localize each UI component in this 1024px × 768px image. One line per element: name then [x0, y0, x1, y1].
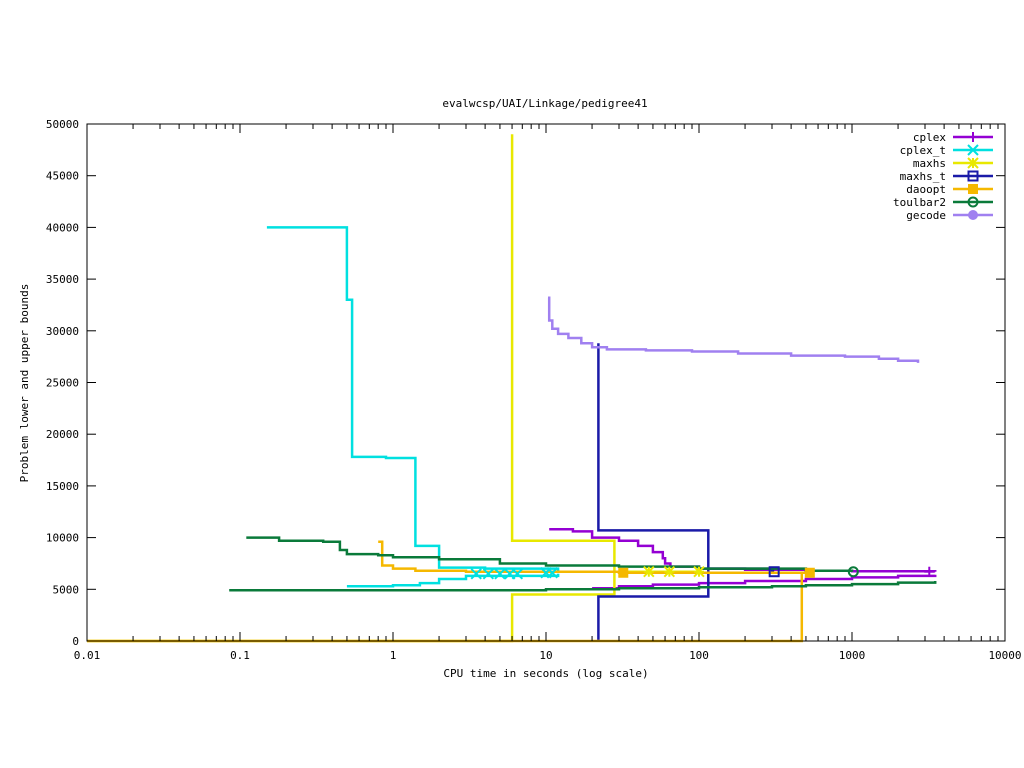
y-tick-label: 10000 [46, 532, 79, 545]
x-tick-label: 1000 [839, 649, 866, 662]
series-line-toulbar2-lower [229, 581, 937, 592]
series-line-maxhs-upper [510, 134, 699, 573]
series-marker [968, 184, 978, 194]
series-marker [967, 170, 979, 182]
y-tick-label: 15000 [46, 480, 79, 493]
y-tick-label: 5000 [53, 583, 80, 596]
y-tick-label: 30000 [46, 325, 79, 338]
series-marker [482, 568, 495, 580]
series-marker [470, 568, 482, 580]
x-tick-label: 100 [689, 649, 709, 662]
series-line-gecode-upper [547, 296, 920, 363]
series-marker [847, 566, 859, 578]
y-tick-label: 35000 [46, 273, 79, 286]
series-line-cplex-lower [592, 574, 937, 590]
series-line-cplex_t-upper [266, 226, 560, 571]
y-tick-label: 45000 [46, 170, 79, 183]
legend-label: cplex [913, 131, 946, 144]
x-axis-label: CPU time in seconds (log scale) [443, 667, 648, 680]
legend-label: gecode [906, 209, 946, 222]
series-marker [494, 568, 506, 580]
y-tick-label: 0 [72, 635, 79, 648]
y-tick-label: 50000 [46, 118, 79, 131]
series-marker [643, 566, 655, 578]
legend: cplexcplex_tmaxhsmaxhs_tdaoopttoulbar2ge… [893, 131, 993, 222]
series-marker [968, 132, 978, 142]
series-line-cplex_t-lower [346, 573, 560, 588]
series-marker [768, 566, 780, 578]
series-line-maxhs_t-upper [597, 343, 775, 572]
legend-label: cplex_t [900, 144, 946, 157]
series-marker [968, 210, 978, 220]
x-tick-label: 1 [390, 649, 397, 662]
y-tick-label: 40000 [46, 221, 79, 234]
series-line-maxhs_t-lower [597, 568, 710, 641]
y-axis-label: Problem lower and upper bounds [18, 284, 31, 483]
y-tick-label: 25000 [46, 377, 79, 390]
plot-series [87, 134, 937, 643]
legend-label: maxhs [913, 157, 946, 170]
legend-label: maxhs_t [900, 170, 946, 183]
marker-layer [470, 566, 935, 580]
series-line-maxhs-lower [87, 571, 616, 643]
series-marker [663, 566, 676, 578]
series-marker [967, 196, 979, 208]
legend-label: daoopt [906, 183, 946, 196]
series-marker [967, 157, 979, 169]
legend-label: toulbar2 [893, 196, 946, 209]
x-tick-label: 0.1 [230, 649, 250, 662]
series-marker [693, 566, 705, 578]
x-tick-label: 10 [539, 649, 552, 662]
x-tick-label: 0.01 [74, 649, 101, 662]
chart-title: evalwcsp/UAI/Linkage/pedigree41 [442, 97, 647, 110]
axis-ticks: 0.01 0.1 1 10 100 1000 10000 0 5000 10000 15000 200… [46, 118, 1022, 662]
series-marker [967, 144, 979, 156]
series-line-toulbar2-upper [246, 536, 854, 572]
series-marker [511, 568, 524, 580]
x-tick-label: 10000 [988, 649, 1021, 662]
series-marker [804, 567, 815, 578]
series-marker [924, 566, 935, 577]
y-tick-label: 20000 [46, 428, 79, 441]
series-marker [546, 567, 559, 579]
series-marker [618, 567, 629, 578]
